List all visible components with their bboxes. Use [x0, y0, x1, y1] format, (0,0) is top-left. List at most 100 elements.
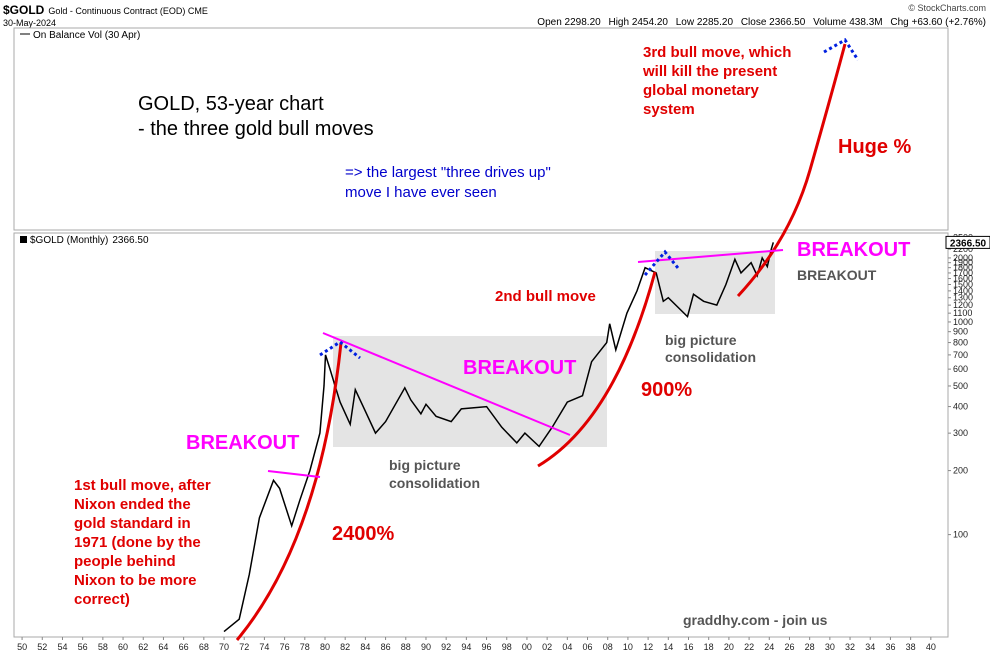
x-tick-label: 78	[300, 642, 310, 652]
annotation-line: 3rd bull move, which	[643, 44, 791, 61]
annotation-line: => the largest "three drives up"	[345, 164, 551, 181]
x-tick-label: 64	[158, 642, 168, 652]
x-tick-label: 34	[865, 642, 875, 652]
annotation-line: gold standard in	[74, 515, 191, 532]
annotation: => the largest "three drives up" move I h…	[345, 164, 551, 201]
x-tick-label: 26	[784, 642, 794, 652]
annotation-line: will kill the present	[642, 63, 777, 80]
annotation-lines	[235, 37, 860, 641]
annotation: 1st bull move, after Nixon ended the gold …	[74, 477, 211, 608]
y-tick-label: 300	[953, 428, 968, 438]
y-tick-label: 1100	[953, 308, 972, 318]
x-tick-label: 90	[421, 642, 431, 652]
y-tick-label: 1000	[953, 317, 973, 327]
annotation: graddhy.com - join us	[683, 612, 828, 628]
annotations: GOLD, 53-year chart - the three gold bull…	[74, 44, 912, 628]
quote: Low 2285.20	[676, 17, 734, 28]
annotation: GOLD, 53-year chart - the three gold bull…	[138, 93, 374, 140]
x-tick-label: 06	[583, 642, 593, 652]
x-tick-label: 16	[683, 642, 693, 652]
x-tick-label: 56	[78, 642, 88, 652]
y-tick-label: 1700	[953, 268, 973, 278]
y-tick-label: 1200	[953, 300, 973, 310]
annotation-line: move I have ever seen	[345, 184, 497, 201]
annotation-line: big picture	[389, 457, 461, 473]
y-tick-label: 2000	[953, 253, 973, 263]
y-tick-label: 600	[953, 364, 968, 374]
annotation-line: Nixon to be more	[74, 572, 197, 589]
indicator-legend: On Balance Vol (30 Apr)	[33, 30, 140, 41]
legend: $GOLD (Monthly) 2366.50	[30, 235, 149, 246]
x-tick-label: 12	[643, 642, 653, 652]
y-tick-label: 700	[953, 350, 968, 360]
x-tick-label: 36	[885, 642, 895, 652]
annotation: BREAKOUT	[797, 239, 910, 261]
annotation-line: global monetary	[643, 82, 760, 99]
y-tick-label: 100	[953, 530, 968, 540]
plot	[223, 242, 775, 633]
x-tick-label: 22	[744, 642, 754, 652]
drive-top	[643, 249, 680, 276]
indicator-panel	[13, 27, 949, 231]
annotation-line: BREAKOUT	[797, 267, 877, 283]
x-tick-label: 76	[280, 642, 290, 652]
legend-value: 2366.50	[112, 235, 149, 246]
annotation-line: correct)	[74, 591, 130, 608]
x-tick-label: 62	[138, 642, 148, 652]
symbol: $GOLD	[3, 3, 45, 17]
copyright: © StockCharts.com	[908, 3, 986, 13]
x-tick-label: 10	[623, 642, 633, 652]
annotation-line: Nixon ended the	[74, 496, 191, 513]
annotation-line: 1st bull move, after	[74, 477, 211, 494]
x-tick-label: 92	[441, 642, 451, 652]
x-tick-label: 98	[502, 642, 512, 652]
annotation-line: 2400%	[332, 523, 394, 545]
x-tick-label: 52	[37, 642, 47, 652]
y-tick-label: 200	[953, 466, 968, 476]
bull-curve	[235, 342, 343, 641]
x-tick-label: 30	[825, 642, 835, 652]
y-tick-label: 2200	[953, 244, 973, 254]
y-tick-label: 400	[953, 402, 968, 412]
x-tick-label: 74	[259, 642, 269, 652]
annotation-line: graddhy.com - join us	[683, 612, 828, 628]
annotation-line: consolidation	[665, 349, 756, 365]
annotation-line: GOLD, 53-year chart	[138, 93, 324, 115]
x-tick-label: 14	[663, 642, 673, 652]
quote: High 2454.20	[608, 17, 668, 28]
quote: Close 2366.50	[741, 17, 806, 28]
y-tick-label: 1300	[953, 293, 973, 303]
y-tick-label: 900	[953, 327, 968, 337]
drive-top	[319, 340, 361, 360]
price-tag: 2366.50	[950, 238, 987, 249]
x-tick-label: 94	[461, 642, 471, 652]
legend-name: $GOLD (Monthly)	[30, 235, 108, 246]
x-tick-label: 70	[219, 642, 229, 652]
x-tick-label: 58	[98, 642, 108, 652]
quote: Open 2298.20	[537, 17, 601, 28]
date: 30-May-2024	[3, 18, 56, 28]
x-tick-label: 38	[906, 642, 916, 652]
x-tick-label: 96	[482, 642, 492, 652]
x-tick-label: 54	[57, 642, 67, 652]
annotation: 3rd bull move, which will kill the presen…	[642, 44, 791, 118]
x-tick-label: 18	[704, 642, 714, 652]
annotation: BREAKOUT	[186, 432, 299, 454]
y-tick-label: 1400	[953, 286, 973, 296]
y-tick-label: 1600	[953, 274, 973, 284]
price-tag-box	[945, 235, 990, 249]
x-tick-label: 66	[179, 642, 189, 652]
annotation-line: people behind	[74, 553, 176, 570]
annotation: 2400%	[332, 523, 394, 545]
x-tick-label: 50	[17, 642, 27, 652]
y-tick-label: 800	[953, 338, 968, 348]
legend-swatch	[20, 236, 27, 243]
x-tick-label: 86	[381, 642, 391, 652]
header-title: $GOLD Gold - Continuous Contract (EOD) CM…	[3, 3, 208, 17]
x-tick-label: 00	[522, 642, 532, 652]
x-tick-label: 28	[805, 642, 815, 652]
x-tick-label: 88	[401, 642, 411, 652]
annotation-line: BREAKOUT	[186, 432, 299, 454]
x-tick-label: 04	[562, 642, 572, 652]
annotation: big picture consolidation	[665, 332, 756, 365]
